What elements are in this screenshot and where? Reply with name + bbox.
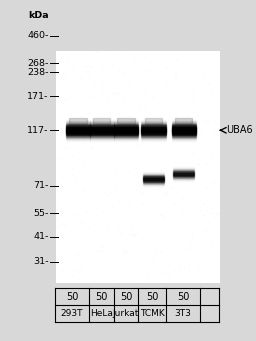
Text: 171-: 171- xyxy=(27,92,49,101)
Text: 50: 50 xyxy=(177,292,189,302)
Text: TCMK: TCMK xyxy=(140,309,165,318)
Text: 3T3: 3T3 xyxy=(175,309,191,318)
Text: HeLa: HeLa xyxy=(90,309,113,318)
Text: 50: 50 xyxy=(146,292,158,302)
Text: kDa: kDa xyxy=(28,11,49,20)
Text: 293T: 293T xyxy=(61,309,83,318)
Text: UBA6: UBA6 xyxy=(227,125,253,135)
Text: 50: 50 xyxy=(66,292,78,302)
Text: 71-: 71- xyxy=(33,181,49,190)
Text: 50: 50 xyxy=(95,292,108,302)
Text: 50: 50 xyxy=(120,292,132,302)
Text: 238-: 238- xyxy=(27,68,49,77)
Text: 55-: 55- xyxy=(33,209,49,218)
Text: 460-: 460- xyxy=(27,31,49,40)
Text: 31-: 31- xyxy=(33,257,49,266)
Bar xyxy=(56,51,220,283)
Text: 268-: 268- xyxy=(27,59,49,68)
Text: 117-: 117- xyxy=(27,126,49,135)
Text: 41-: 41- xyxy=(33,233,49,241)
Text: Jurkat: Jurkat xyxy=(113,309,139,318)
